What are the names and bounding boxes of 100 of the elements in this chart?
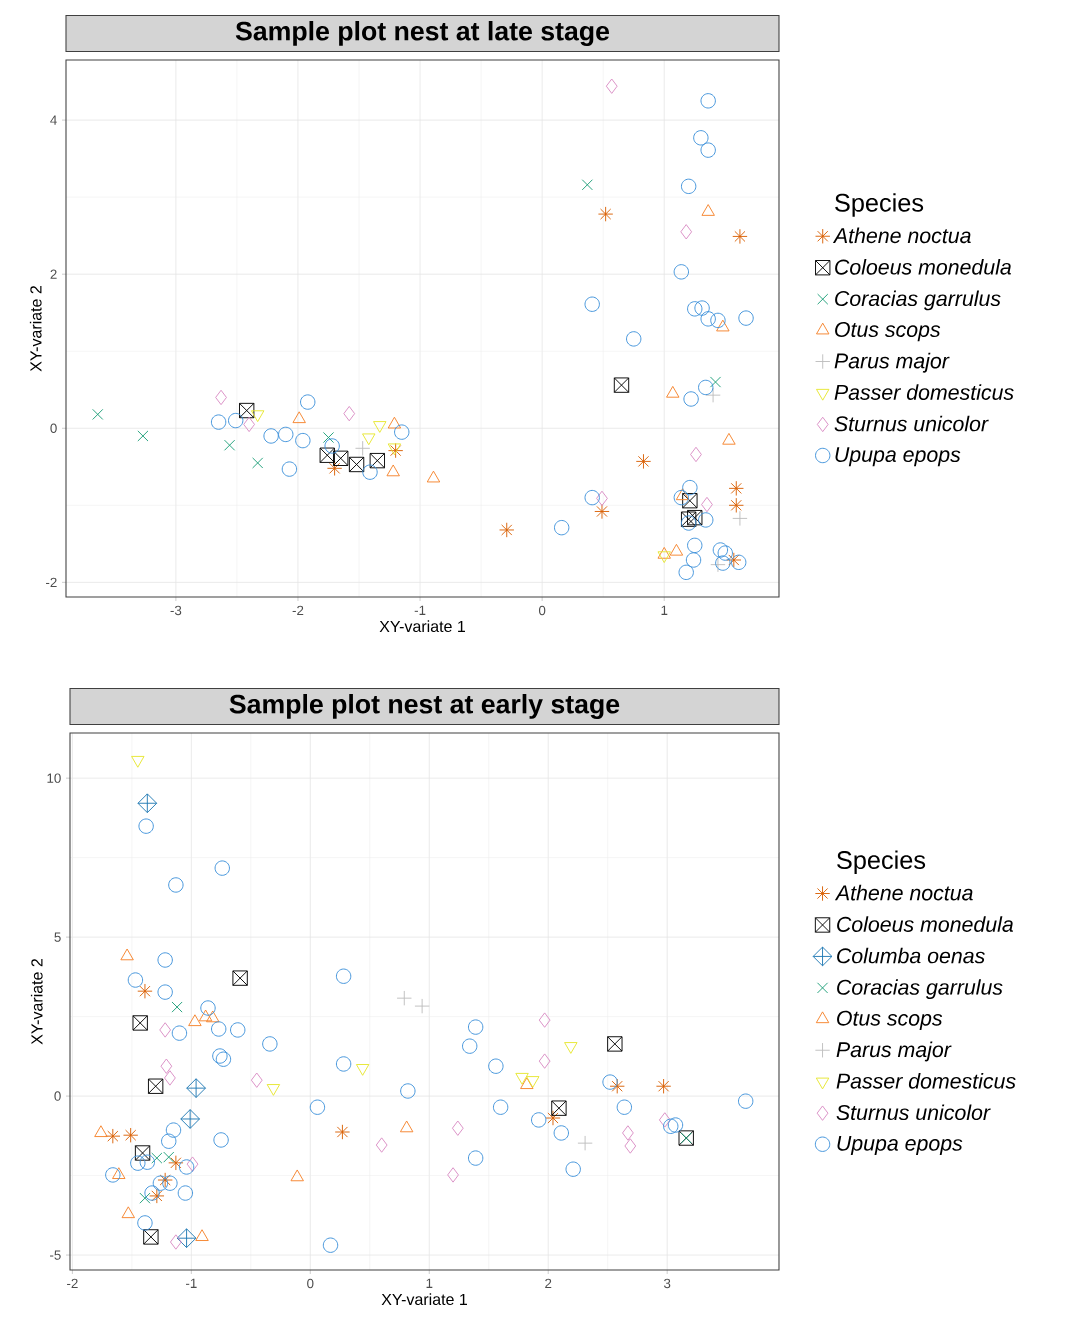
point: [678, 564, 694, 581]
point: [130, 1155, 146, 1171]
point: [426, 470, 441, 483]
point: [584, 296, 600, 312]
point: [594, 503, 610, 520]
point: [738, 1093, 754, 1109]
point: [386, 464, 400, 477]
point: [343, 405, 356, 422]
legend-label: Sturnus unicolor: [834, 415, 989, 432]
point: [669, 543, 684, 556]
point: [105, 1167, 121, 1183]
point: [732, 510, 748, 527]
point: [700, 311, 716, 327]
point: [250, 1072, 263, 1088]
point: [687, 301, 703, 317]
point: [716, 319, 730, 332]
point: [232, 970, 248, 986]
point: [655, 1078, 672, 1094]
y-axis-title: XY-variate 2: [29, 286, 42, 372]
chart-title: Sample plot nest at early stage: [229, 693, 620, 719]
point: [112, 1167, 126, 1179]
point: [263, 428, 279, 444]
point: [635, 453, 652, 470]
point: [139, 1154, 155, 1170]
point: [680, 224, 693, 240]
point: [152, 1175, 169, 1191]
point: [709, 376, 722, 388]
point: [701, 204, 715, 216]
point: [462, 1038, 478, 1054]
point: [554, 519, 570, 536]
x-tick-label: 1: [426, 1278, 433, 1288]
point: [675, 488, 690, 501]
point: [121, 1206, 135, 1219]
point: [710, 556, 726, 573]
point: [215, 1051, 232, 1067]
point: [701, 496, 713, 513]
point: [324, 438, 340, 454]
point: [123, 1127, 139, 1143]
point: [290, 1169, 304, 1182]
point: [700, 93, 716, 109]
legend-label: Parus major: [836, 1041, 952, 1062]
point: [165, 1122, 182, 1138]
point: [375, 1137, 388, 1153]
point: [400, 1083, 416, 1099]
x-tick-label: -2: [292, 605, 304, 616]
point: [224, 439, 236, 451]
y-tick-label: 4: [50, 115, 57, 125]
point: [170, 1234, 182, 1250]
point: [326, 460, 343, 476]
point: [348, 456, 365, 473]
point: [215, 389, 227, 406]
point: [698, 512, 714, 528]
point: [157, 984, 173, 1000]
legend-label: Sturnus unicolor: [836, 1104, 991, 1121]
point: [596, 490, 608, 507]
point: [394, 424, 410, 440]
point: [230, 1022, 246, 1038]
point: [710, 312, 726, 329]
point: [186, 1156, 199, 1172]
point: [488, 1058, 504, 1074]
point: [177, 1185, 194, 1201]
point: [551, 1100, 567, 1116]
point: [161, 1133, 177, 1149]
legend-title: Species: [835, 193, 924, 217]
legend-label: Upupa epops: [835, 447, 961, 467]
point: [252, 457, 264, 469]
point: [447, 1167, 459, 1183]
legend-label: Coracias garrulus: [835, 290, 1001, 311]
point: [292, 411, 306, 424]
point: [616, 1099, 633, 1115]
point: [492, 1099, 509, 1115]
y-tick-label: -2: [46, 577, 57, 588]
point: [262, 1036, 278, 1052]
point: [144, 1185, 160, 1201]
point: [682, 493, 698, 509]
point: [451, 1120, 464, 1136]
point: [728, 497, 744, 513]
point: [624, 1138, 637, 1154]
point: [278, 426, 294, 443]
point: [132, 1015, 148, 1031]
y-tick-label: 0: [54, 1091, 61, 1101]
y-tick-label: 0: [50, 423, 57, 433]
point: [162, 1175, 178, 1191]
point: [414, 998, 430, 1014]
point: [728, 480, 744, 497]
point: [687, 537, 703, 554]
point: [673, 489, 689, 506]
point: [715, 555, 731, 571]
legend-label: Passer domesticus: [834, 384, 1014, 400]
point: [139, 1192, 151, 1204]
point: [687, 509, 703, 526]
x-tick-label: 2: [545, 1278, 552, 1289]
point: [694, 300, 710, 316]
point: [105, 1128, 121, 1144]
point: [149, 1188, 165, 1204]
point: [682, 479, 698, 496]
point: [143, 1229, 159, 1245]
y-tick-label: 5: [54, 932, 61, 942]
point: [387, 416, 402, 429]
point: [355, 440, 371, 456]
